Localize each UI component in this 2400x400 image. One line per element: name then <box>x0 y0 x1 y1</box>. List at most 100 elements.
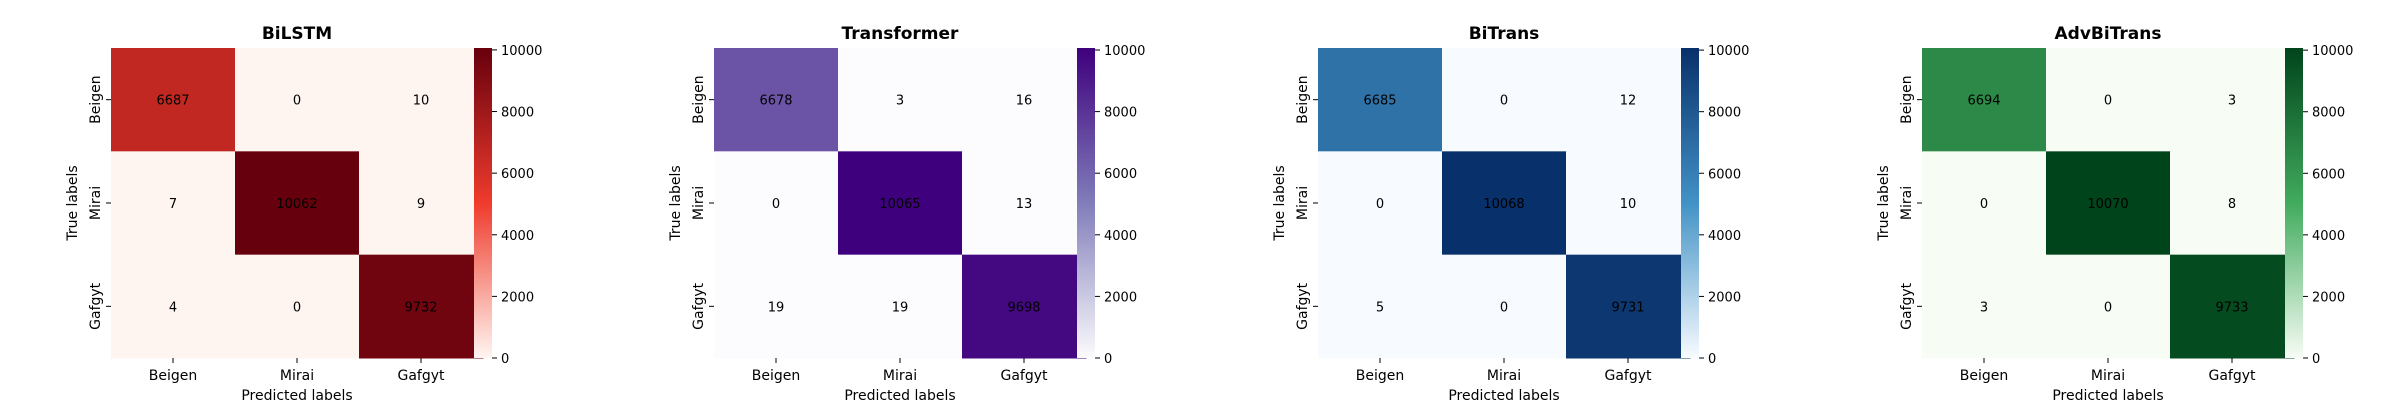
heatmap-cell <box>1922 48 2047 152</box>
colorbar-tick-label: 10000 <box>501 44 542 59</box>
x-tick-label: Gafgyt <box>1604 368 1652 384</box>
heatmap-cell <box>359 254 484 359</box>
x-tick-label: Mirai <box>883 368 917 384</box>
cell-value-label: 6687 <box>156 94 189 109</box>
y-axis-label: True labels <box>668 165 684 241</box>
heatmap-cell <box>1442 48 1567 152</box>
heatmap-cell <box>2046 48 2171 152</box>
x-tick-label: Mirai <box>1487 368 1521 384</box>
colorbar-tick-label: 4000 <box>501 229 534 244</box>
heatmap-panel-3: BiTrans 6685 0 12 0 10068 10 5 0 9731 Beigen Mirai G… <box>1272 24 1749 400</box>
y-axis-label: True labels <box>65 165 81 241</box>
heatmap-cell <box>2046 151 2171 256</box>
colorbar-tick-label: 0 <box>2312 352 2320 367</box>
y-tick-label: Beigen <box>1295 75 1311 123</box>
heatmap-cell <box>838 254 963 359</box>
colorbar <box>1077 48 1095 358</box>
cell-value-label: 12 <box>1620 94 1637 109</box>
cell-value-label: 4 <box>169 300 177 315</box>
cell-value-label: 6694 <box>1967 94 2000 109</box>
y-tick-label: Gafgyt <box>88 282 104 330</box>
colorbar-tick-label: 8000 <box>1708 106 1741 121</box>
x-tick-label: Beigen <box>752 368 800 384</box>
colorbar <box>1681 48 1699 358</box>
y-tick-label: Beigen <box>691 75 707 123</box>
cell-value-label: 0 <box>1500 94 1508 109</box>
y-tick-label: Gafgyt <box>1295 282 1311 330</box>
y-tick-label: Mirai <box>88 186 104 220</box>
heatmap-cell <box>359 151 484 256</box>
heatmap-cell <box>1442 254 1567 359</box>
cell-value-label: 3 <box>2228 94 2236 109</box>
heatmap-cell <box>111 254 236 359</box>
cell-value-label: 10068 <box>1483 197 1524 212</box>
cell-value-label: 9698 <box>1007 300 1040 315</box>
heatmap-panel-1: BiLSTM 6687 0 10 7 10062 9 4 0 9732 Beigen Mirai Gaf… <box>65 24 542 400</box>
cell-value-label: 6678 <box>759 94 792 109</box>
heatmap-panel-4: AdvBiTrans 6694 0 3 0 10070 8 3 0 9733 Beigen Mirai… <box>1876 24 2353 400</box>
heatmap-cell <box>962 151 1087 256</box>
chart-title: Transformer <box>842 24 960 44</box>
colorbar-tick-label: 8000 <box>1104 106 1137 121</box>
heatmap-cell <box>1922 254 2047 359</box>
colorbar-tick-label: 4000 <box>1104 229 1137 244</box>
x-tick-label: Beigen <box>1960 368 2008 384</box>
cell-value-label: 19 <box>768 300 785 315</box>
cell-value-label: 0 <box>1980 197 1988 212</box>
x-tick-label: Mirai <box>280 368 314 384</box>
y-tick-label: Gafgyt <box>691 282 707 330</box>
colorbar-tick-label: 4000 <box>1708 229 1741 244</box>
cell-value-label: 0 <box>1500 300 1508 315</box>
y-tick-label: Mirai <box>1899 186 1915 220</box>
heatmap-cell <box>1566 254 1691 359</box>
colorbar-tick-label: 0 <box>1708 352 1716 367</box>
colorbar-tick-label: 2000 <box>501 290 534 305</box>
colorbar-tick-label: 6000 <box>1104 167 1137 182</box>
cell-value-label: 0 <box>772 197 780 212</box>
heatmap-cell <box>2170 48 2295 152</box>
heatmap-cell <box>111 48 236 152</box>
cell-value-label: 10 <box>413 94 430 109</box>
x-axis-label: Predicted labels <box>1448 388 1559 400</box>
heatmap-cell <box>1318 254 1443 359</box>
heatmap-cell <box>962 48 1087 152</box>
cell-value-label: 0 <box>293 94 301 109</box>
y-axis-label: True labels <box>1272 165 1288 241</box>
heatmap-panel-2: Transformer 6678 3 16 0 10065 13 19 19 9698 Beigen… <box>668 24 1145 400</box>
cell-value-label: 9733 <box>2215 300 2248 315</box>
colorbar-tick-label: 0 <box>501 352 509 367</box>
chart-title: BiLSTM <box>262 24 332 44</box>
colorbar-tick-label: 2000 <box>1104 290 1137 305</box>
colorbar-tick-label: 0 <box>1104 352 1112 367</box>
cell-value-label: 8 <box>2228 197 2236 212</box>
colorbar-tick-label: 10000 <box>2312 44 2353 59</box>
cell-value-label: 10062 <box>276 197 317 212</box>
heatmap-cell <box>2170 151 2295 256</box>
cell-value-label: 9731 <box>1611 300 1644 315</box>
x-tick-label: Beigen <box>149 368 197 384</box>
x-tick-label: Mirai <box>2091 368 2125 384</box>
cell-value-label: 3 <box>896 94 904 109</box>
colorbar <box>474 48 492 358</box>
y-tick-label: Mirai <box>1295 186 1311 220</box>
heatmap-cell <box>838 48 963 152</box>
y-tick-label: Mirai <box>691 186 707 220</box>
cell-value-label: 7 <box>169 197 177 212</box>
heatmap-cell <box>1566 151 1691 256</box>
colorbar-tick-label: 8000 <box>2312 106 2345 121</box>
cell-value-label: 5 <box>1376 300 1384 315</box>
x-tick-label: Gafgyt <box>2208 368 2256 384</box>
heatmap-cell <box>111 151 236 256</box>
heatmap-cell <box>235 254 360 359</box>
y-tick-label: Beigen <box>1899 75 1915 123</box>
heatmap-cell <box>2046 254 2171 359</box>
colorbar-tick-label: 6000 <box>501 167 534 182</box>
heatmap-cell <box>714 254 839 359</box>
heatmap-cell <box>1566 48 1691 152</box>
colorbar-tick-label: 8000 <box>501 106 534 121</box>
heatmap-cell <box>235 48 360 152</box>
heatmap-cell <box>714 48 839 152</box>
heatmap-cell <box>1318 48 1443 152</box>
cell-value-label: 10070 <box>2087 197 2128 212</box>
